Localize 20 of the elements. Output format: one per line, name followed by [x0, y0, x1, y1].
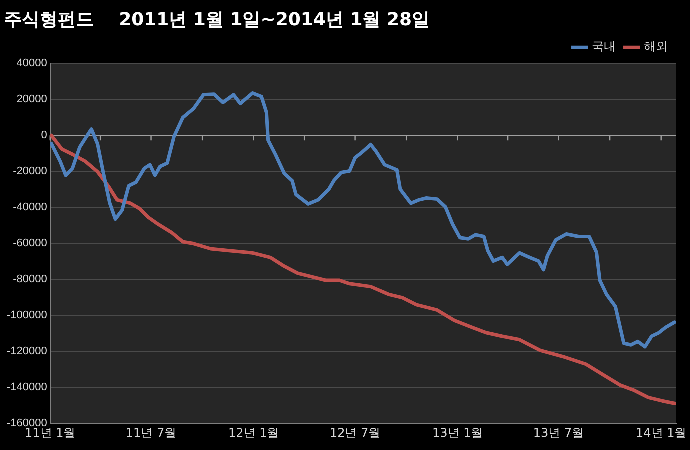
- y-tick-label: -100000: [6, 310, 48, 322]
- chart-title: 주식형펀드 2011년 1월 1일~2014년 1월 28일: [4, 9, 430, 30]
- y-tick-label: -20000: [13, 166, 48, 178]
- x-tick-label: 12년 7월: [330, 426, 381, 440]
- y-tick-label: -140000: [6, 382, 48, 394]
- x-tick-label: 12년 1월: [228, 426, 280, 440]
- x-tick-label: 11년 7월: [126, 426, 177, 440]
- y-tick-label: 40000: [16, 58, 48, 70]
- y-tick-label: -40000: [13, 202, 48, 214]
- x-tick-label: 14년 1월: [636, 426, 687, 440]
- x-tick-label: 13년 7월: [533, 426, 584, 440]
- y-tick-label: -60000: [13, 238, 48, 250]
- legend-label: 해외: [644, 40, 668, 54]
- legend-label: 국내: [592, 40, 616, 54]
- y-tick-label: 0: [41, 130, 48, 142]
- x-tick-label: 11년 1월: [25, 426, 76, 440]
- y-tick-label: -80000: [13, 274, 48, 286]
- x-tick-label: 13년 1월: [432, 426, 484, 440]
- y-tick-label: -120000: [6, 346, 48, 358]
- y-tick-label: 20000: [16, 94, 48, 106]
